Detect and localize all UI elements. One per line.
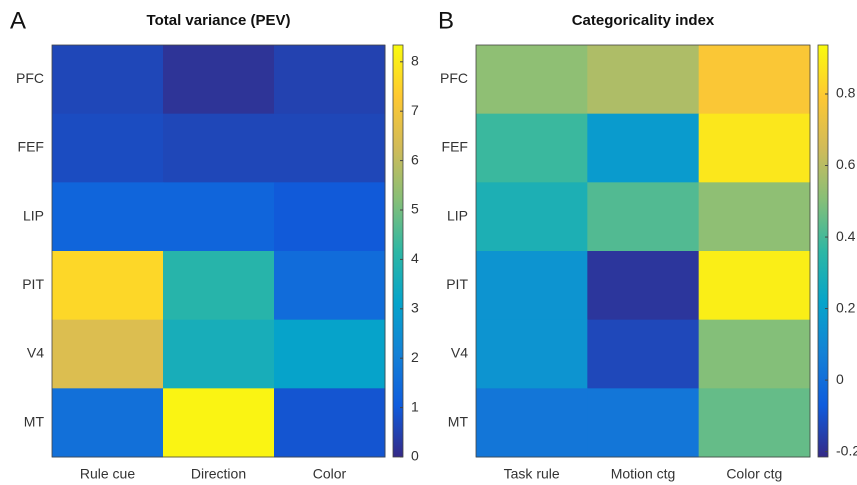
axes-frame [51, 44, 386, 458]
y-tick-label: V4 [451, 345, 468, 361]
chart-title: Categoricality index [572, 12, 715, 29]
heatmap-cell [476, 182, 588, 252]
colorbar-tick-label: -0.2 [836, 442, 857, 458]
y-tick-label: PFC [440, 70, 468, 86]
heatmap-cell [274, 45, 386, 115]
y-tick-label: LIP [23, 207, 44, 223]
colorbar-tick-label: 5 [411, 201, 419, 217]
x-tick-label: Rule cue [80, 466, 135, 482]
heatmap-cell [274, 319, 386, 389]
heatmap-cell [52, 319, 164, 389]
colorbar-tick-label: 0.8 [836, 85, 856, 101]
heatmap-cell [163, 251, 275, 321]
heatmap-cell [52, 182, 164, 252]
y-tick-label: FEF [18, 139, 44, 155]
heatmap-cell [163, 319, 275, 389]
heatmap-cell [698, 319, 811, 389]
heatmap-cell [698, 251, 811, 321]
axes-frame [475, 44, 811, 458]
heatmap-cell [52, 388, 164, 458]
heatmap-cell [52, 113, 164, 183]
colorbar-tick-label: 0 [411, 448, 419, 464]
y-tick-label: V4 [27, 345, 44, 361]
heatmap-cell [587, 319, 700, 389]
heatmap-cell [163, 113, 275, 183]
colorbar-tick-label: 0.6 [836, 156, 856, 172]
x-tick-label: Direction [191, 466, 246, 482]
heatmap-cell [698, 45, 811, 115]
y-tick-label: PIT [22, 276, 44, 292]
panel-label: B [438, 7, 454, 34]
heatmap-cell [587, 388, 700, 458]
heatmap-cell [163, 45, 275, 115]
chart-title: Total variance (PEV) [147, 12, 291, 29]
colorbar [817, 44, 829, 458]
heatmap-cell [274, 251, 386, 321]
heatmap-cell [476, 319, 588, 389]
panel-label: A [10, 7, 26, 34]
colorbar-tick-label: 1 [411, 398, 419, 414]
heatmap-cell [274, 388, 386, 458]
colorbar-tick-label: 4 [411, 250, 419, 266]
y-tick-label: MT [448, 413, 469, 429]
colorbar-tick-label: 0.4 [836, 228, 856, 244]
heatmap-cell [274, 113, 386, 183]
heatmap-cell [163, 388, 275, 458]
x-tick-label: Color ctg [726, 466, 782, 482]
heatmap-cell [698, 388, 811, 458]
y-tick-label: MT [24, 413, 45, 429]
y-tick-label: PIT [446, 276, 468, 292]
x-tick-label: Motion ctg [611, 466, 676, 482]
heatmap-cell [698, 113, 811, 183]
heatmap-cell [587, 182, 700, 252]
heatmap-cell [476, 388, 588, 458]
heatmap-cell [476, 113, 588, 183]
heatmap-cell [587, 251, 700, 321]
colorbar-tick-label: 6 [411, 151, 419, 167]
colorbar-tick-label: 3 [411, 300, 419, 316]
heatmap-cell [274, 182, 386, 252]
colorbar-tick-label: 0 [836, 371, 844, 387]
heatmap-cell [476, 45, 588, 115]
colorbar-tick-label: 0.2 [836, 299, 856, 315]
colorbar-tick-label: 7 [411, 102, 419, 118]
heatmap-cell [587, 45, 700, 115]
colorbar-tick-label: 2 [411, 349, 419, 365]
colorbar [392, 44, 404, 458]
heatmap-cell [587, 113, 700, 183]
heatmap-cell [163, 182, 275, 252]
heatmap-cell [476, 251, 588, 321]
heatmap-cell [52, 45, 164, 115]
x-tick-label: Color [313, 466, 347, 482]
heatmap-cell [698, 182, 811, 252]
x-tick-label: Task rule [504, 466, 560, 482]
y-tick-label: LIP [447, 207, 468, 223]
heatmap-cell [52, 251, 164, 321]
y-tick-label: PFC [16, 70, 44, 86]
y-tick-label: FEF [442, 139, 468, 155]
colorbar-tick-label: 8 [411, 52, 419, 68]
